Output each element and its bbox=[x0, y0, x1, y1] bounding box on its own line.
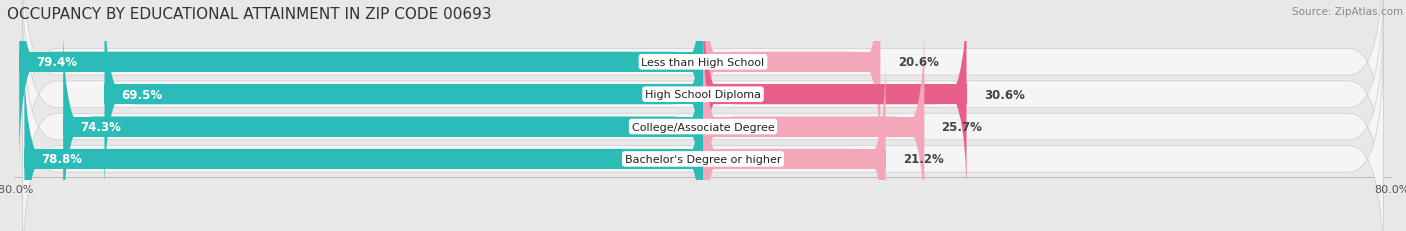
Bar bbox=[703, 85, 966, 105]
Text: 20.6%: 20.6% bbox=[897, 56, 938, 69]
Text: Less than High School: Less than High School bbox=[641, 58, 765, 67]
Text: 21.2%: 21.2% bbox=[903, 153, 943, 166]
FancyBboxPatch shape bbox=[22, 0, 1384, 210]
Text: College/Associate Degree: College/Associate Degree bbox=[631, 122, 775, 132]
FancyBboxPatch shape bbox=[22, 11, 1384, 231]
Text: High School Diploma: High School Diploma bbox=[645, 90, 761, 100]
Bar bbox=[104, 85, 703, 105]
Text: 25.7%: 25.7% bbox=[942, 121, 983, 134]
Bar bbox=[703, 52, 880, 73]
FancyBboxPatch shape bbox=[20, 0, 703, 165]
Legend: Owner-occupied, Renter-occupied: Owner-occupied, Renter-occupied bbox=[592, 228, 814, 231]
FancyBboxPatch shape bbox=[703, 24, 924, 230]
FancyBboxPatch shape bbox=[22, 43, 1384, 231]
Text: 79.4%: 79.4% bbox=[37, 56, 77, 69]
FancyBboxPatch shape bbox=[703, 56, 886, 231]
Text: 78.8%: 78.8% bbox=[42, 153, 83, 166]
FancyBboxPatch shape bbox=[104, 0, 703, 198]
Bar bbox=[63, 117, 703, 137]
FancyBboxPatch shape bbox=[703, 0, 880, 165]
Text: 30.6%: 30.6% bbox=[984, 88, 1025, 101]
FancyBboxPatch shape bbox=[63, 24, 703, 230]
Bar bbox=[703, 117, 924, 137]
Text: 69.5%: 69.5% bbox=[122, 88, 163, 101]
Bar bbox=[24, 149, 703, 169]
FancyBboxPatch shape bbox=[703, 0, 966, 198]
Text: Bachelor's Degree or higher: Bachelor's Degree or higher bbox=[624, 154, 782, 164]
Text: 74.3%: 74.3% bbox=[80, 121, 121, 134]
FancyBboxPatch shape bbox=[24, 56, 703, 231]
Bar bbox=[703, 149, 886, 169]
Text: OCCUPANCY BY EDUCATIONAL ATTAINMENT IN ZIP CODE 00693: OCCUPANCY BY EDUCATIONAL ATTAINMENT IN Z… bbox=[7, 7, 492, 22]
Bar bbox=[20, 52, 703, 73]
Text: Source: ZipAtlas.com: Source: ZipAtlas.com bbox=[1292, 7, 1403, 17]
FancyBboxPatch shape bbox=[22, 0, 1384, 178]
